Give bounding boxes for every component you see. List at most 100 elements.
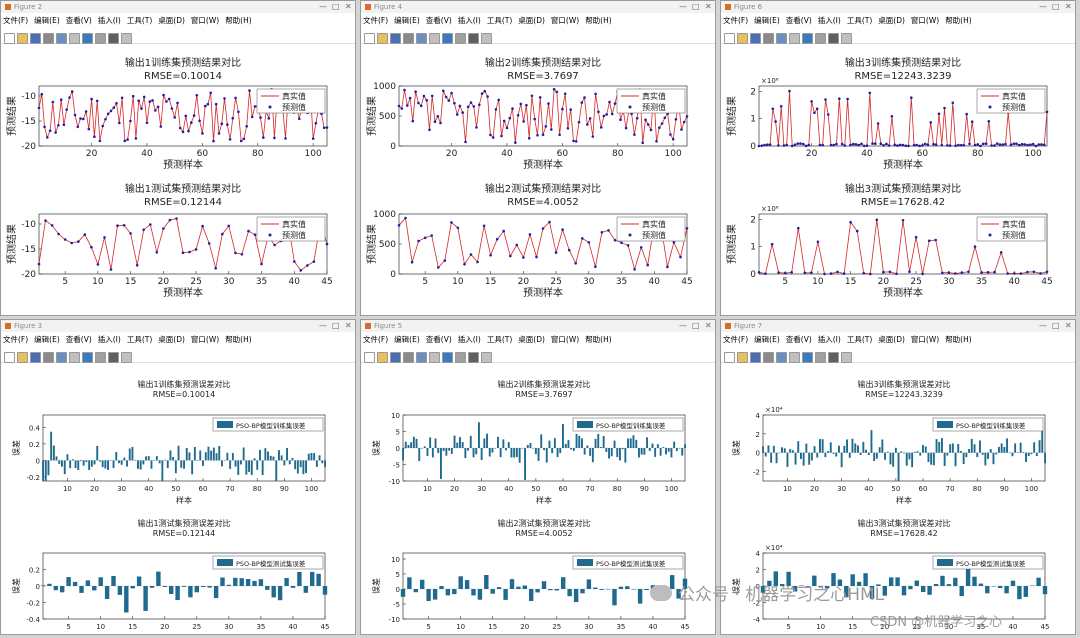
menu-item[interactable]: 文件(F) <box>363 16 389 25</box>
menu-item[interactable]: 窗口(W) <box>910 16 940 25</box>
menu-item[interactable]: 查看(V) <box>425 335 452 344</box>
toolbar-icon[interactable] <box>802 33 813 44</box>
toolbar-icon[interactable] <box>828 33 839 44</box>
menu-item[interactable]: 工具(T) <box>846 335 873 344</box>
toolbar-icon[interactable] <box>455 352 466 363</box>
menu-item[interactable]: 工具(T) <box>486 335 513 344</box>
menu-item[interactable]: 窗口(W) <box>550 335 580 344</box>
toolbar-icon[interactable] <box>390 33 401 44</box>
minimize-icon[interactable]: — <box>1039 321 1047 330</box>
toolbar-icon[interactable] <box>69 33 80 44</box>
toolbar-icon[interactable] <box>802 352 813 363</box>
maximize-icon[interactable]: □ <box>1052 321 1060 330</box>
menu-item[interactable]: 查看(V) <box>425 16 452 25</box>
menu-item[interactable]: 桌面(D) <box>518 16 545 25</box>
toolbar-icon[interactable] <box>95 352 106 363</box>
toolbar-icon[interactable] <box>30 33 41 44</box>
menu-item[interactable]: 编辑(E) <box>394 335 420 344</box>
toolbar-icon[interactable] <box>776 352 787 363</box>
toolbar-icon[interactable] <box>364 352 375 363</box>
menu-item[interactable]: 插入(I) <box>97 335 121 344</box>
toolbar-icon[interactable] <box>481 33 492 44</box>
toolbar-icon[interactable] <box>815 352 826 363</box>
toolbar-icon[interactable] <box>82 33 93 44</box>
menu-item[interactable]: 帮助(H) <box>585 16 612 25</box>
toolbar-icon[interactable] <box>403 33 414 44</box>
menu-item[interactable]: 插入(I) <box>457 16 481 25</box>
toolbar-icon[interactable] <box>121 352 132 363</box>
menu-item[interactable]: 插入(I) <box>97 16 121 25</box>
toolbar-icon[interactable] <box>429 352 440 363</box>
toolbar-icon[interactable] <box>108 352 119 363</box>
menu-item[interactable]: 窗口(W) <box>190 335 220 344</box>
toolbar-icon[interactable] <box>43 33 54 44</box>
minimize-icon[interactable]: — <box>319 321 327 330</box>
toolbar-icon[interactable] <box>4 33 15 44</box>
menu-item[interactable]: 文件(F) <box>723 16 749 25</box>
toolbar-icon[interactable] <box>750 33 761 44</box>
maximize-icon[interactable]: □ <box>692 321 700 330</box>
menu-item[interactable]: 帮助(H) <box>225 16 252 25</box>
toolbar-icon[interactable] <box>69 352 80 363</box>
toolbar-icon[interactable] <box>789 352 800 363</box>
menu-item[interactable]: 编辑(E) <box>34 16 60 25</box>
menu-item[interactable]: 文件(F) <box>723 335 749 344</box>
toolbar-icon[interactable] <box>468 352 479 363</box>
menu-item[interactable]: 帮助(H) <box>225 335 252 344</box>
toolbar-icon[interactable] <box>841 33 852 44</box>
toolbar-icon[interactable] <box>108 33 119 44</box>
menu-item[interactable]: 插入(I) <box>457 335 481 344</box>
close-icon[interactable]: ✕ <box>705 321 712 330</box>
close-icon[interactable]: ✕ <box>345 2 352 11</box>
toolbar-icon[interactable] <box>442 352 453 363</box>
toolbar-icon[interactable] <box>776 33 787 44</box>
minimize-icon[interactable]: — <box>1039 2 1047 11</box>
close-icon[interactable]: ✕ <box>705 2 712 11</box>
toolbar-icon[interactable] <box>82 352 93 363</box>
toolbar-icon[interactable] <box>377 33 388 44</box>
menu-item[interactable]: 窗口(W) <box>550 16 580 25</box>
maximize-icon[interactable]: □ <box>1052 2 1060 11</box>
toolbar-icon[interactable] <box>763 352 774 363</box>
toolbar-icon[interactable] <box>364 33 375 44</box>
minimize-icon[interactable]: — <box>679 321 687 330</box>
menu-item[interactable]: 帮助(H) <box>945 16 972 25</box>
maximize-icon[interactable]: □ <box>332 2 340 11</box>
toolbar-icon[interactable] <box>442 33 453 44</box>
menu-item[interactable]: 窗口(W) <box>190 16 220 25</box>
menu-item[interactable]: 文件(F) <box>3 16 29 25</box>
toolbar-icon[interactable] <box>429 33 440 44</box>
toolbar-icon[interactable] <box>724 33 735 44</box>
menu-item[interactable]: 桌面(D) <box>158 16 185 25</box>
toolbar-icon[interactable] <box>416 352 427 363</box>
menu-item[interactable]: 查看(V) <box>65 16 92 25</box>
toolbar-icon[interactable] <box>17 33 28 44</box>
menu-item[interactable]: 查看(V) <box>785 335 812 344</box>
close-icon[interactable]: ✕ <box>345 321 352 330</box>
menu-item[interactable]: 文件(F) <box>3 335 29 344</box>
toolbar-icon[interactable] <box>750 352 761 363</box>
menu-item[interactable]: 帮助(H) <box>585 335 612 344</box>
menu-item[interactable]: 工具(T) <box>126 16 153 25</box>
toolbar-icon[interactable] <box>455 33 466 44</box>
menu-item[interactable]: 编辑(E) <box>34 335 60 344</box>
menu-item[interactable]: 帮助(H) <box>945 335 972 344</box>
menu-item[interactable]: 桌面(D) <box>518 335 545 344</box>
menu-item[interactable]: 查看(V) <box>65 335 92 344</box>
menu-item[interactable]: 窗口(W) <box>910 335 940 344</box>
close-icon[interactable]: ✕ <box>1065 321 1072 330</box>
menu-item[interactable]: 查看(V) <box>785 16 812 25</box>
toolbar-icon[interactable] <box>95 33 106 44</box>
toolbar-icon[interactable] <box>121 33 132 44</box>
menu-item[interactable]: 插入(I) <box>817 16 841 25</box>
minimize-icon[interactable]: — <box>679 2 687 11</box>
menu-item[interactable]: 编辑(E) <box>754 335 780 344</box>
toolbar-icon[interactable] <box>481 352 492 363</box>
toolbar-icon[interactable] <box>390 352 401 363</box>
toolbar-icon[interactable] <box>468 33 479 44</box>
toolbar-icon[interactable] <box>56 352 67 363</box>
close-icon[interactable]: ✕ <box>1065 2 1072 11</box>
toolbar-icon[interactable] <box>56 33 67 44</box>
toolbar-icon[interactable] <box>789 33 800 44</box>
toolbar-icon[interactable] <box>416 33 427 44</box>
